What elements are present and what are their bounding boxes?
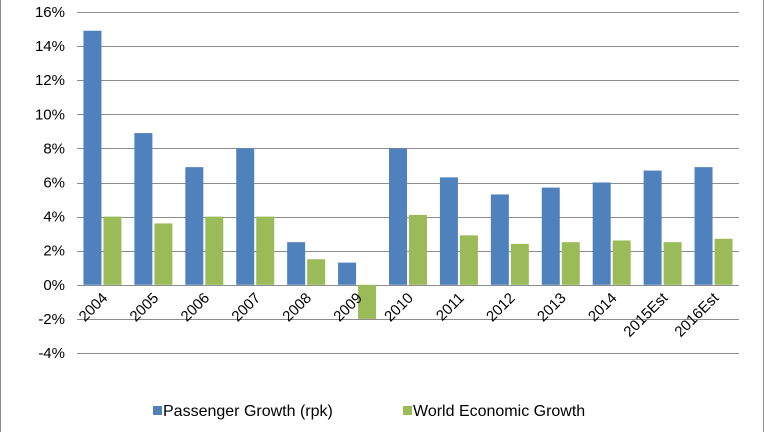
x-category-label: 2016Est	[671, 289, 723, 341]
legend-swatch-economic	[403, 406, 412, 415]
bar-passenger-2007	[236, 148, 255, 285]
bar-passenger-2015Est	[643, 170, 662, 285]
x-category-label: 2015Est	[620, 289, 672, 341]
bar-economic-2015Est	[663, 242, 682, 285]
bar-economic-2009	[358, 284, 377, 319]
bar-economic-2016Est	[714, 238, 733, 285]
y-tick-label: 14%	[35, 38, 65, 55]
x-axis-category-labels: 2004 2005 2006 2007 2008 2009 2010 2011 2012 2013…	[76, 289, 723, 341]
bar-passenger-2016Est	[694, 167, 713, 285]
y-axis-tick-labels: -4% -2% 0% 2% 4% 6% 8% 10% 12% 14% 16%	[35, 4, 65, 362]
bar-economic-2012	[510, 243, 529, 285]
y-tick-label: 8%	[43, 140, 65, 157]
legend-label-economic: World Economic Growth	[413, 403, 585, 420]
y-tick-label: 2%	[43, 243, 65, 260]
bar-passenger-2005	[134, 133, 153, 285]
bar-passenger-2006	[185, 167, 204, 285]
y-tick-label: -2%	[38, 311, 65, 328]
y-tick-label: 12%	[35, 72, 65, 89]
bar-passenger-2012	[490, 194, 509, 285]
bar-passenger-2011	[439, 177, 458, 285]
bar-passenger-2008	[287, 242, 306, 285]
bar-passenger-2010	[389, 148, 407, 285]
bars	[83, 30, 733, 319]
bar-passenger-2009	[338, 262, 357, 285]
y-tick-label: 16%	[35, 4, 65, 21]
bar-economic-2004	[103, 216, 122, 285]
bar-economic-2005	[154, 223, 173, 285]
bar-passenger-2004	[83, 30, 102, 285]
bar-economic-2011	[459, 235, 478, 285]
y-tick-label: 4%	[43, 209, 65, 226]
bar-economic-2008	[307, 259, 326, 285]
legend: Passenger Growth (rpk) World Economic Gro…	[153, 403, 585, 420]
bar-passenger-2013	[541, 187, 560, 285]
bar-passenger-2014	[592, 182, 611, 285]
bar-economic-2013	[561, 242, 580, 285]
legend-swatch-passenger	[153, 406, 162, 415]
y-tick-label: -4%	[38, 345, 65, 362]
bar-economic-2014	[612, 240, 631, 285]
y-tick-label: 0%	[43, 277, 65, 294]
y-tick-label: 10%	[35, 106, 65, 123]
bar-economic-2010	[409, 214, 427, 285]
y-tick-label: 6%	[43, 175, 65, 192]
bar-economic-2007	[256, 216, 275, 285]
bar-economic-2006	[205, 216, 224, 285]
legend-label-passenger: Passenger Growth (rpk)	[163, 403, 333, 420]
